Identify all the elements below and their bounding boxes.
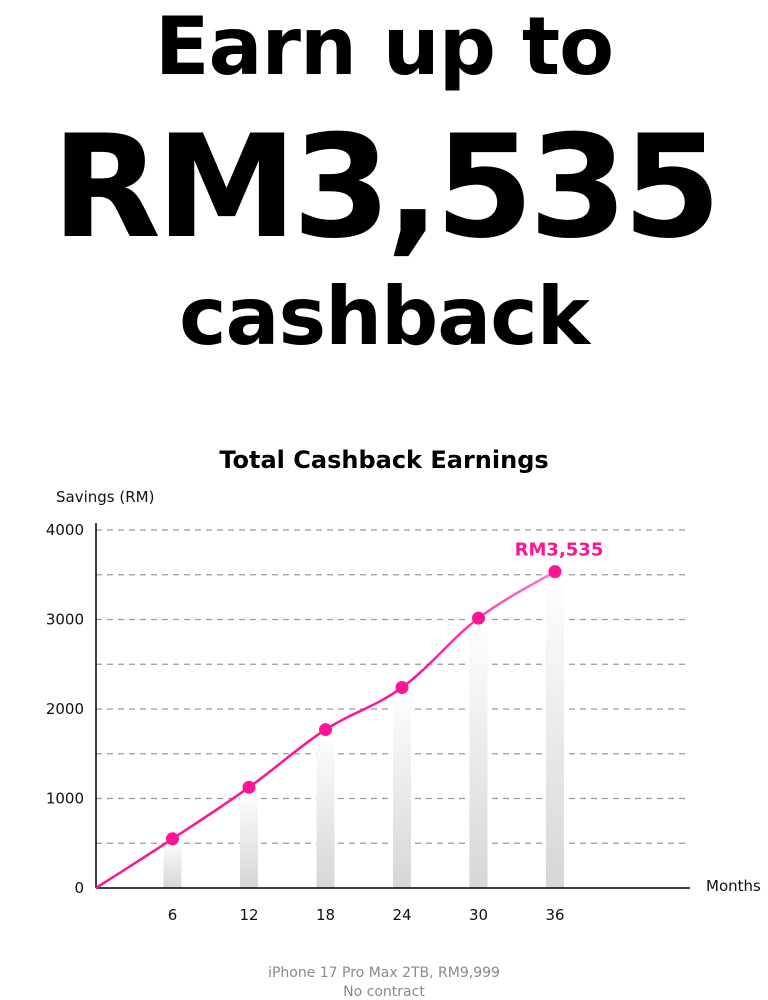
value-bar — [163, 838, 182, 888]
y-tick-label: 2000 — [46, 700, 84, 718]
x-tick-label: 12 — [239, 906, 258, 924]
x-axis-label: Months — [706, 877, 761, 895]
footer-contract: No contract — [343, 984, 425, 1000]
value-bar — [469, 618, 488, 888]
headline-line-3: cashback — [179, 270, 590, 363]
x-tick-label: 30 — [469, 906, 488, 924]
value-bar — [316, 729, 335, 888]
chart-title: Total Cashback Earnings — [219, 446, 549, 474]
y-axis-label: Savings (RM) — [56, 488, 154, 506]
value-bar — [393, 687, 411, 888]
y-tick-label: 0 — [74, 879, 84, 897]
footer-device: iPhone 17 Pro Max 2TB, RM9,999 — [268, 965, 500, 981]
data-point — [395, 681, 409, 695]
final-value-annotation: RM3,535 — [515, 540, 604, 561]
data-point — [548, 565, 562, 579]
value-bar — [546, 571, 564, 888]
data-point — [166, 832, 179, 846]
x-tick-label: 36 — [545, 906, 564, 924]
x-tick-label: 18 — [316, 906, 335, 924]
data-point — [319, 723, 332, 737]
y-tick-label: 3000 — [46, 611, 84, 629]
y-tick-label: 1000 — [46, 790, 84, 808]
value-bar — [240, 787, 258, 888]
data-point — [472, 611, 485, 625]
y-tick-label: 4000 — [46, 521, 84, 539]
data-point — [242, 780, 256, 794]
headline-amount: RM3,535 — [51, 105, 722, 270]
x-tick-label: 24 — [392, 906, 411, 924]
x-tick-label: 6 — [168, 906, 178, 924]
headline-line-1: Earn up to — [154, 0, 614, 93]
